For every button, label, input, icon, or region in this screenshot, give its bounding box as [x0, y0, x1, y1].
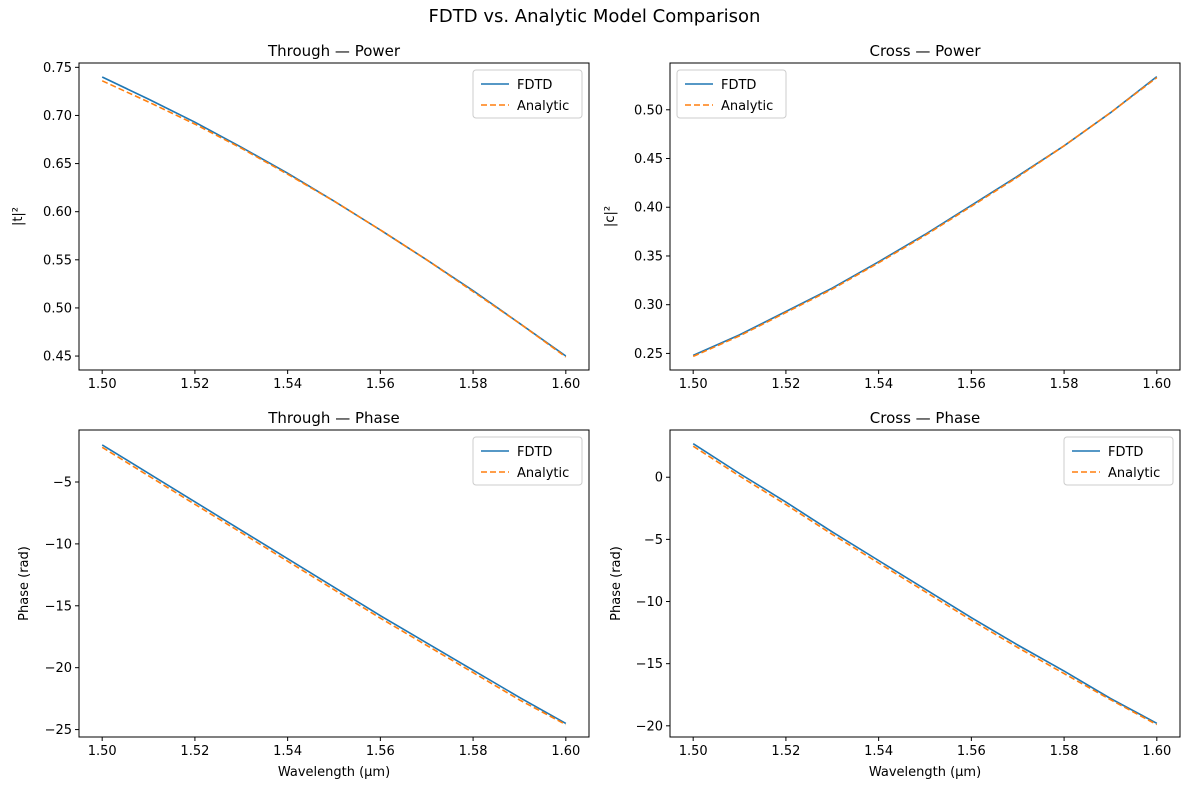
y-tick-label: 0.65 [43, 157, 72, 172]
x-tick-label: 1.52 [771, 377, 800, 392]
series-line-analytic [692, 445, 1158, 726]
legend-box [472, 69, 583, 119]
series-line-fdtd [101, 76, 567, 357]
legend-label: FDTD [1108, 445, 1143, 460]
figure-title: FDTD vs. Analytic Model Comparison [428, 6, 761, 27]
y-tick-label: 0.75 [43, 61, 72, 76]
series-line-analytic [101, 446, 567, 726]
y-tick-label: 0.60 [43, 205, 72, 220]
x-tick-label: 1.50 [88, 377, 117, 392]
axes-frame [669, 429, 1181, 738]
y-tick-label: −5 [53, 475, 72, 490]
legend-box [676, 69, 787, 119]
x-tick-label: 1.58 [1050, 744, 1079, 759]
y-axis-label: |c|² [603, 206, 618, 227]
y-tick-label: 0.50 [43, 301, 72, 316]
y-tick-label: −20 [636, 719, 663, 734]
y-tick-label: 0.45 [43, 350, 72, 365]
series-line-analytic [692, 76, 1158, 358]
series-line-analytic [101, 80, 567, 358]
chart-title: Through — Power [267, 42, 401, 60]
x-tick-label: 1.52 [180, 377, 209, 392]
y-tick-label: −25 [45, 723, 72, 738]
y-axis-label: Phase (rad) [609, 546, 624, 621]
legend: FDTD Analytic [472, 436, 583, 486]
x-tick-label: 1.50 [88, 744, 117, 759]
legend-label: Analytic [721, 99, 773, 114]
y-tick-label: −15 [636, 657, 663, 672]
x-tick-label: 1.50 [679, 744, 708, 759]
x-tick-label: 1.54 [273, 744, 302, 759]
y-tick-label: 0.25 [634, 347, 663, 362]
y-tick-label: 0.30 [634, 298, 663, 313]
x-tick-label: 1.52 [771, 744, 800, 759]
y-tick-label: 0.55 [43, 253, 72, 268]
legend: FDTD Analytic [1063, 436, 1174, 486]
chart-panel-1: Through — Power 1.50 1.52 1.54 1.56 1.58 1.60 0… [11, 42, 590, 392]
y-tick-label: −10 [45, 537, 72, 552]
x-tick-label: 1.54 [864, 744, 893, 759]
legend: FDTD Analytic [676, 69, 787, 119]
chart-panel-4: Cross — Phase 1.50 1.52 1.54 1.56 1.58 1.60 −20… [609, 409, 1181, 780]
y-tick-label: 0.45 [634, 152, 663, 167]
x-tick-label: 1.58 [459, 377, 488, 392]
x-axis-label: Wavelength (µm) [869, 765, 981, 780]
x-axis-label: Wavelength (µm) [278, 765, 390, 780]
x-tick-label: 1.54 [864, 377, 893, 392]
x-tick-label: 1.56 [366, 744, 395, 759]
legend-label: Analytic [517, 466, 569, 481]
y-tick-label: −10 [636, 595, 663, 610]
legend: FDTD Analytic [472, 69, 583, 119]
axes-frame [669, 62, 1181, 371]
x-tick-label: 1.52 [180, 744, 209, 759]
series-line-fdtd [692, 443, 1158, 725]
x-tick-label: 1.56 [366, 377, 395, 392]
x-tick-label: 1.58 [1050, 377, 1079, 392]
x-tick-label: 1.60 [1142, 744, 1171, 759]
x-tick-label: 1.50 [679, 377, 708, 392]
chart-panel-3: Through — Phase 1.50 1.52 1.54 1.56 1.58 1.60 −… [17, 409, 590, 780]
axes-frame [78, 62, 590, 371]
y-axis-label: Phase (rad) [17, 546, 32, 621]
y-tick-label: 0 [655, 471, 663, 486]
series-line-fdtd [101, 444, 567, 725]
y-tick-label: 0.50 [634, 103, 663, 118]
chart-title: Cross — Power [869, 42, 981, 60]
x-tick-label: 1.58 [459, 744, 488, 759]
legend-label: FDTD [721, 78, 756, 93]
legend-label: FDTD [517, 445, 552, 460]
legend-label: FDTD [517, 78, 552, 93]
y-axis-label: |t|² [11, 207, 26, 226]
x-tick-label: 1.60 [551, 377, 580, 392]
axes-frame [78, 429, 590, 738]
y-tick-label: −15 [45, 599, 72, 614]
y-tick-label: 0.70 [43, 109, 72, 124]
chart-panel-2: Cross — Power 1.50 1.52 1.54 1.56 1.58 1.60 0.2… [603, 42, 1181, 392]
x-tick-label: 1.56 [957, 744, 986, 759]
chart-title: Through — Phase [267, 409, 400, 427]
legend-box [472, 436, 583, 486]
y-tick-label: 0.35 [634, 249, 663, 264]
legend-box [1063, 436, 1174, 486]
legend-label: Analytic [1108, 466, 1160, 481]
y-tick-label: −20 [45, 661, 72, 676]
legend-label: Analytic [517, 99, 569, 114]
x-tick-label: 1.54 [273, 377, 302, 392]
chart-title: Cross — Phase [870, 409, 980, 427]
x-tick-label: 1.60 [551, 744, 580, 759]
y-tick-label: −5 [644, 533, 663, 548]
x-tick-label: 1.60 [1142, 377, 1171, 392]
y-tick-label: 0.40 [634, 201, 663, 216]
x-tick-label: 1.56 [957, 377, 986, 392]
